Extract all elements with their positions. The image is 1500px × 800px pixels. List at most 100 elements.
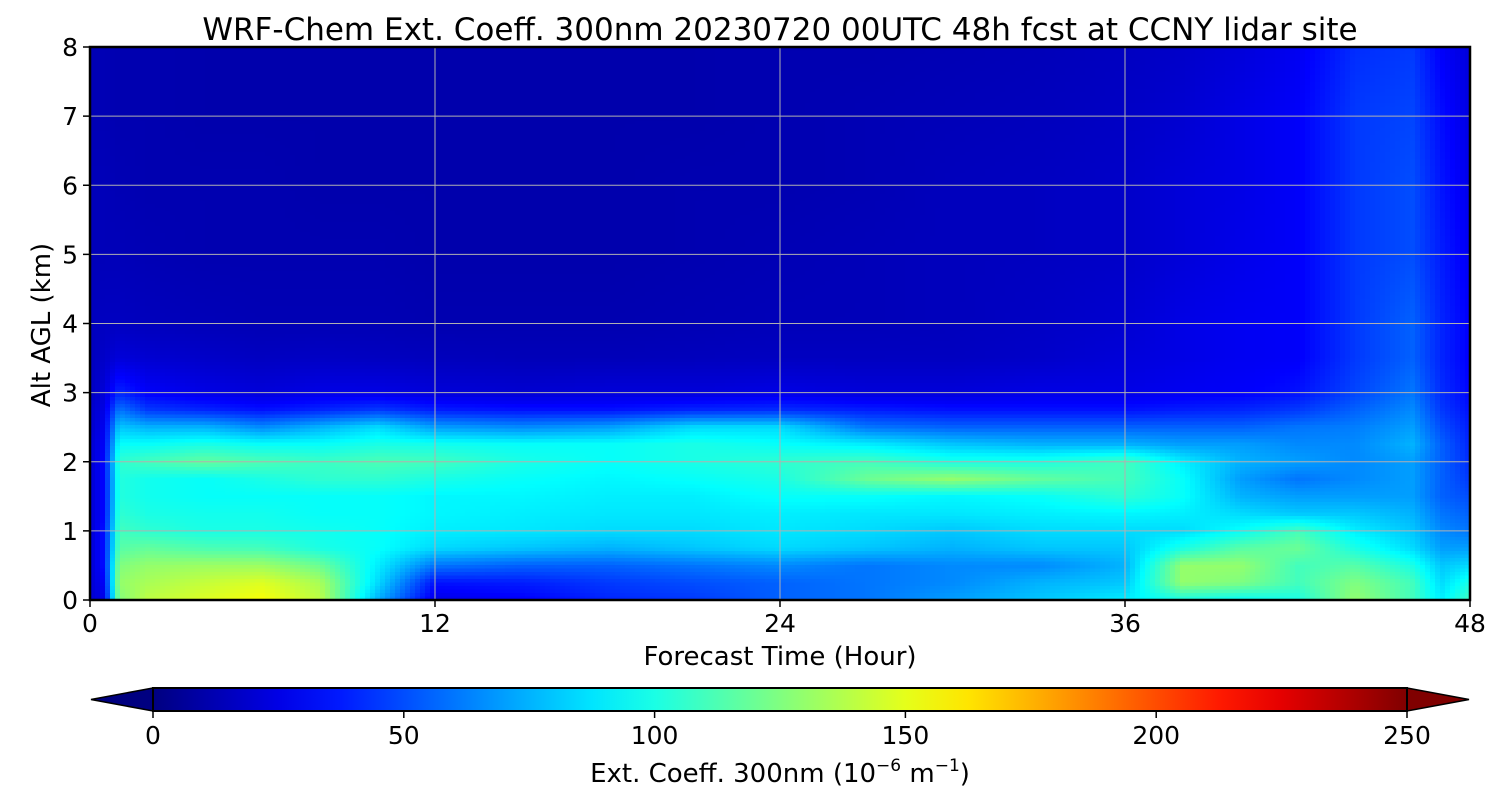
heatmap-cell xyxy=(395,99,401,104)
heatmap-cell xyxy=(885,96,891,101)
heatmap-cell xyxy=(515,57,521,62)
heatmap-cell xyxy=(815,99,821,104)
heatmap-cell xyxy=(405,68,411,73)
heatmap-cell xyxy=(160,96,166,101)
heatmap-cell xyxy=(1445,50,1451,55)
heatmap-cell xyxy=(600,103,606,108)
heatmap-cell xyxy=(1220,78,1226,83)
heatmap-cell xyxy=(1095,75,1101,80)
heatmap-cell xyxy=(170,68,176,73)
heatmap-cell xyxy=(635,61,641,66)
heatmap-cell xyxy=(680,78,686,83)
heatmap-cell xyxy=(255,92,261,97)
heatmap-cell xyxy=(105,96,111,101)
heatmap-cell xyxy=(835,71,841,76)
heatmap-cell xyxy=(1160,82,1166,87)
heatmap-cell xyxy=(765,106,771,111)
heatmap-cell xyxy=(1430,75,1436,80)
heatmap-cell xyxy=(620,50,626,55)
heatmap-cell xyxy=(960,71,966,76)
heatmap-cell xyxy=(310,96,316,101)
heatmap-cell xyxy=(335,85,341,90)
heatmap-cell xyxy=(655,89,661,94)
heatmap-cell xyxy=(1150,78,1156,83)
heatmap-cell xyxy=(345,71,351,76)
heatmap-cell xyxy=(900,103,906,108)
heatmap-cell xyxy=(1395,50,1401,55)
heatmap-cell xyxy=(465,57,471,62)
heatmap-cell xyxy=(1445,92,1451,97)
heatmap-cell xyxy=(705,47,711,52)
heatmap-cell xyxy=(695,64,701,69)
heatmap-cell xyxy=(860,92,866,97)
heatmap-cell xyxy=(845,61,851,66)
heatmap-cell xyxy=(450,50,456,55)
heatmap-cell xyxy=(110,103,116,108)
heatmap-cell xyxy=(1295,96,1301,101)
heatmap-cell xyxy=(410,99,416,104)
heatmap-cell xyxy=(700,71,706,76)
heatmap-cell xyxy=(160,68,166,73)
heatmap-cell xyxy=(655,57,661,62)
heatmap-cell xyxy=(1375,50,1381,55)
heatmap-cell xyxy=(1465,85,1470,90)
heatmap-cell xyxy=(1020,106,1026,111)
heatmap-cell xyxy=(645,103,651,108)
heatmap-cell xyxy=(1355,61,1361,66)
heatmap-cell xyxy=(1065,57,1071,62)
heatmap-cell xyxy=(285,64,291,69)
heatmap-cell xyxy=(405,71,411,76)
heatmap-cell xyxy=(1260,96,1266,101)
heatmap-cell xyxy=(775,64,781,69)
heatmap-cell xyxy=(1120,68,1126,73)
heatmap-cell xyxy=(1290,47,1296,52)
heatmap-cell xyxy=(735,92,741,97)
heatmap-cell xyxy=(830,75,836,80)
heatmap-cell xyxy=(685,57,691,62)
heatmap-cell xyxy=(1080,96,1086,101)
heatmap-cell xyxy=(1050,71,1056,76)
heatmap-cell xyxy=(455,78,461,83)
heatmap-cell xyxy=(530,99,536,104)
heatmap-cell xyxy=(730,64,736,69)
heatmap-cell xyxy=(700,75,706,80)
heatmap-cell xyxy=(1180,96,1186,101)
heatmap-cell xyxy=(580,47,586,52)
heatmap-cell xyxy=(1290,50,1296,55)
heatmap-cell xyxy=(895,89,901,94)
heatmap-cell xyxy=(505,64,511,69)
heatmap-cell xyxy=(670,99,676,104)
heatmap-cell xyxy=(465,47,471,52)
heatmap-cell xyxy=(820,82,826,87)
heatmap-cell xyxy=(810,50,816,55)
heatmap-cell xyxy=(1090,50,1096,55)
heatmap-cell xyxy=(615,50,621,55)
heatmap-cell xyxy=(1035,61,1041,66)
heatmap-cell xyxy=(1325,61,1331,66)
heatmap-cell xyxy=(1225,50,1231,55)
heatmap-cell xyxy=(720,64,726,69)
heatmap-cell xyxy=(850,99,856,104)
heatmap-cell xyxy=(110,96,116,101)
heatmap-cell xyxy=(220,106,226,111)
heatmap-cell xyxy=(1215,85,1221,90)
heatmap-cell xyxy=(1225,54,1231,59)
heatmap-cell xyxy=(880,89,886,94)
heatmap-cell xyxy=(1175,85,1181,90)
heatmap-cell xyxy=(280,71,286,76)
heatmap-cell xyxy=(1245,89,1251,94)
heatmap-cell xyxy=(165,64,171,69)
heatmap-cell xyxy=(505,68,511,73)
heatmap-cell xyxy=(1145,99,1151,104)
heatmap-cell xyxy=(120,71,126,76)
heatmap-cell xyxy=(1140,89,1146,94)
heatmap-cell xyxy=(790,75,796,80)
heatmap-cell xyxy=(1430,106,1436,111)
heatmap-cell xyxy=(210,68,216,73)
heatmap-cell xyxy=(830,103,836,108)
heatmap-cell xyxy=(1230,75,1236,80)
heatmap-cell xyxy=(1210,85,1216,90)
heatmap-cell xyxy=(200,50,206,55)
heatmap-cell xyxy=(610,61,616,66)
heatmap-cell xyxy=(230,82,236,87)
